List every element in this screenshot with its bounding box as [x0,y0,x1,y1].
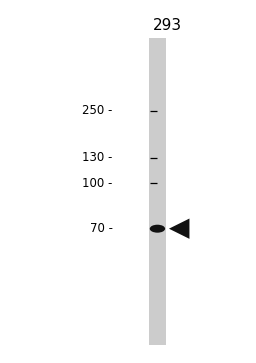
Text: 100 -: 100 - [82,177,113,190]
Bar [149,38,166,345]
Text: 70 -: 70 - [90,222,113,235]
Text: 250 -: 250 - [82,104,113,117]
Text: 293: 293 [153,18,182,33]
Text: 130 -: 130 - [82,151,113,164]
Polygon shape [169,219,189,239]
Ellipse shape [150,225,165,233]
